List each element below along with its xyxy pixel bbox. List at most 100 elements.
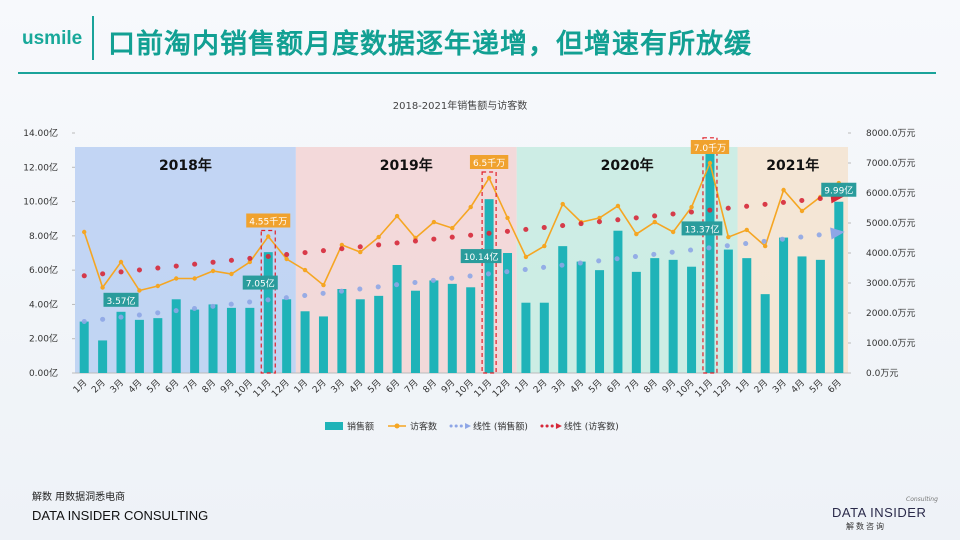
bar-label-text: 9.99亿 — [824, 185, 853, 197]
y-tick-label: 6.00亿 — [29, 264, 58, 276]
bar — [705, 143, 715, 373]
bar — [245, 307, 255, 373]
x-tick-label: 11月 — [693, 377, 715, 399]
line-point — [615, 203, 621, 209]
bar — [300, 311, 310, 373]
header-rule — [18, 72, 936, 74]
period-label: 2020年 — [601, 157, 654, 174]
company: DATA INSIDER CONSULTING — [32, 508, 209, 523]
bar — [447, 283, 457, 373]
x-tick-label: 10月 — [454, 377, 476, 399]
x-tick-label: 1月 — [292, 377, 310, 395]
line-point — [652, 219, 657, 225]
bar — [723, 249, 733, 373]
legend-label: 访客数 — [410, 421, 437, 433]
brand-sub: Consulting — [906, 496, 938, 503]
bar — [558, 246, 568, 373]
line-point — [394, 213, 400, 219]
bar — [282, 299, 292, 373]
line-point — [505, 215, 510, 221]
bar — [134, 319, 144, 373]
x-tick-label: 4月 — [126, 377, 144, 395]
y-tick-label: 2.00亿 — [29, 333, 58, 345]
x-tick-label: 5月 — [586, 377, 604, 395]
x-tick-label: 1月 — [734, 377, 752, 395]
x-tick-label: 1月 — [513, 377, 531, 395]
line-point — [210, 268, 216, 274]
x-tick-label: 10月 — [674, 377, 696, 399]
line-point — [155, 283, 161, 289]
legend-swatch — [325, 422, 343, 430]
line-point — [358, 249, 363, 255]
line-point — [431, 219, 437, 225]
highlight-box — [481, 171, 497, 374]
bar — [595, 270, 605, 373]
line-point — [118, 259, 124, 265]
x-tick-label: 5月 — [807, 377, 825, 395]
line-point — [560, 201, 565, 207]
x-tick-label: 12月 — [490, 377, 512, 399]
line-label-text: 6.5千万 — [473, 158, 505, 169]
legend-swatch-arrow — [555, 423, 562, 429]
line-point — [247, 259, 253, 265]
y2-tick-label: 1000.0万元 — [866, 339, 916, 349]
bar-label: 3.57亿 — [103, 292, 139, 307]
bar — [190, 309, 200, 373]
x-tick-label: 5月 — [366, 377, 384, 395]
trend-arrow — [830, 227, 845, 240]
tagline: 解数 用数据洞悉电商 — [32, 492, 126, 503]
bar-label-text: 7.05亿 — [246, 278, 275, 290]
line-point — [670, 229, 676, 235]
x-tick-label: 12月 — [711, 377, 733, 399]
line-point — [744, 227, 749, 233]
bar — [208, 304, 218, 373]
line-point — [192, 276, 197, 281]
x-tick-label: 7月 — [402, 377, 420, 395]
bar — [153, 318, 163, 373]
x-tick-label: 5月 — [145, 377, 163, 395]
brand-cn: 解数咨询 — [846, 522, 886, 531]
bar-label-bg — [681, 221, 723, 236]
bar — [263, 252, 273, 373]
x-tick-label: 3月 — [108, 377, 126, 395]
line-point — [229, 271, 234, 277]
y2-tick-label: 0.0万元 — [866, 369, 898, 379]
bar — [337, 289, 347, 373]
bar — [392, 265, 402, 373]
bar — [687, 266, 697, 373]
x-tick-label: 4月 — [568, 377, 586, 395]
line-point — [266, 234, 271, 239]
line-point — [137, 288, 142, 293]
bar — [171, 299, 181, 373]
x-tick-label: 6月 — [826, 377, 844, 395]
highlight-box — [260, 229, 276, 374]
line — [83, 160, 840, 292]
bar-label-bg — [103, 292, 139, 307]
x-tick-label: 11月 — [472, 377, 494, 399]
line-point — [100, 285, 105, 290]
y-tick-label: 0.00亿 — [29, 367, 58, 379]
x-tick-label: 8月 — [642, 377, 660, 395]
x-tick-label: 2月 — [310, 377, 328, 395]
x-tick-label: 6月 — [605, 377, 623, 395]
bar-label: 13.37亿 — [681, 221, 723, 236]
bar-label-text: 10.14亿 — [464, 251, 499, 263]
y2-tick-label: 5000.0万元 — [866, 219, 916, 229]
line-point — [689, 204, 694, 210]
line-label: 6.5千万 — [469, 155, 509, 169]
bar-label: 9.99亿 — [821, 182, 857, 197]
line-point — [450, 225, 455, 231]
y2-tick-label: 3000.0万元 — [866, 279, 916, 289]
y-tick-label: 14.00亿 — [23, 127, 58, 139]
legend-label: 销售额 — [347, 421, 374, 433]
x-tick-label: 11月 — [251, 377, 273, 399]
x-tick-label: 4月 — [789, 377, 807, 395]
bar-label-text: 3.57亿 — [106, 295, 135, 307]
y-tick-label: 12.00亿 — [23, 161, 58, 173]
chart-title: 2018-2021年销售额与访客数 — [393, 99, 528, 112]
x-tick-label: 1月 — [71, 377, 89, 395]
line-point — [707, 160, 713, 166]
bar — [374, 295, 384, 373]
